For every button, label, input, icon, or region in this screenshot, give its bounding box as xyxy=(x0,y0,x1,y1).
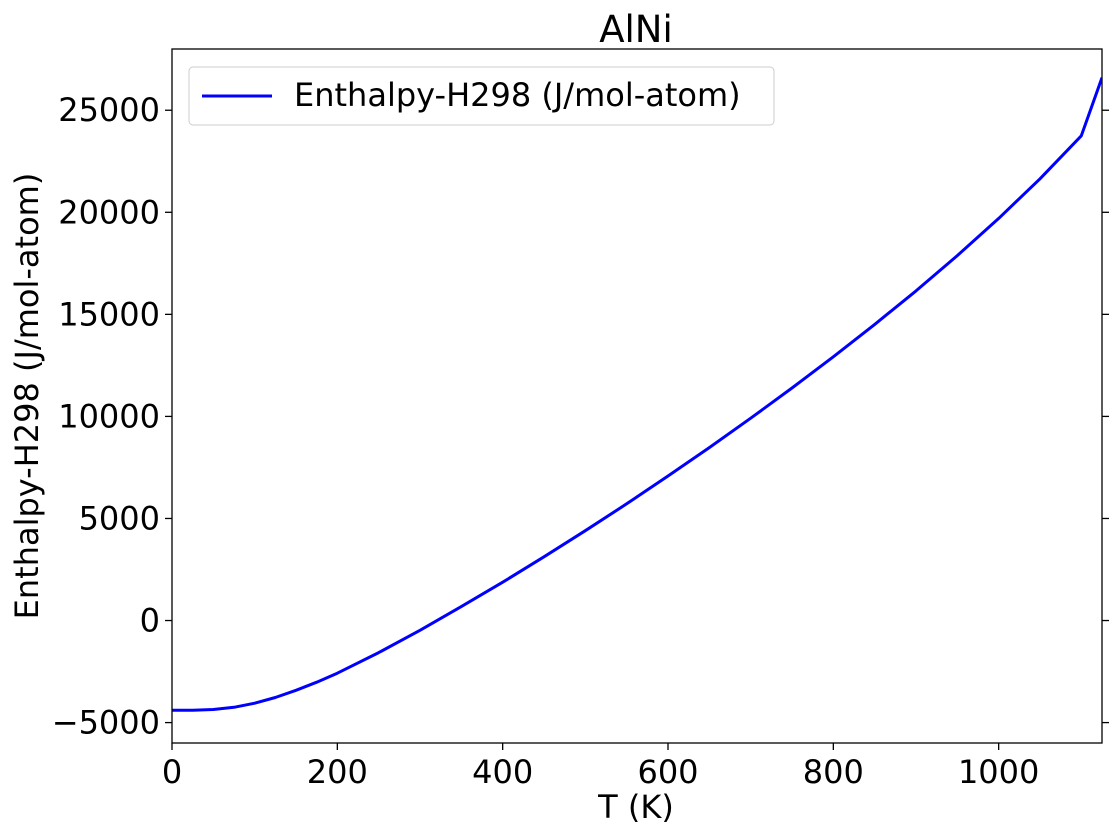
series-line-0 xyxy=(172,77,1102,712)
x-tick-label: 400 xyxy=(472,753,533,791)
x-axis-label: T (K) xyxy=(597,788,674,826)
axes-frame xyxy=(171,48,1103,744)
chart-title: AlNi xyxy=(599,8,673,51)
axes: 0 200 400 600 800 1000−5000050001000015000200… xyxy=(52,48,1109,791)
x-tick-label: 1000 xyxy=(958,753,1039,791)
y-axis-label: Enthalpy-H298 (J/mol-atom) xyxy=(8,173,46,620)
x-tick-label: 200 xyxy=(307,753,368,791)
y-tick-label: 10000 xyxy=(58,397,160,435)
x-tick-label: 0 xyxy=(162,753,182,791)
legend: Enthalpy-H298 (J/mol-atom) xyxy=(188,66,775,126)
y-tick-label: 5000 xyxy=(79,499,160,537)
y-tick-label: −5000 xyxy=(52,704,160,742)
x-tick-label: 800 xyxy=(803,753,864,791)
legend-label: Enthalpy-H298 (J/mol-atom) xyxy=(294,76,741,114)
y-tick-label: 15000 xyxy=(58,295,160,333)
plot-area xyxy=(172,77,1102,712)
legend-frame xyxy=(188,66,775,126)
x-tick-label: 600 xyxy=(637,753,698,791)
y-tick-label: 25000 xyxy=(58,91,160,129)
y-tick-label: 0 xyxy=(140,602,160,640)
y-tick-label: 20000 xyxy=(58,193,160,231)
